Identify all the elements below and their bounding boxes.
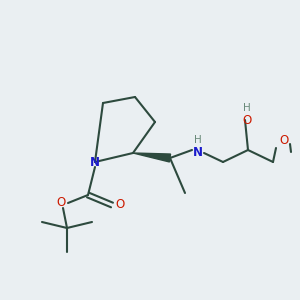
Text: O: O	[56, 196, 66, 209]
Text: H: H	[194, 135, 202, 145]
Text: N: N	[90, 155, 100, 169]
Text: O: O	[116, 199, 124, 212]
Text: O: O	[279, 134, 289, 148]
Text: N: N	[193, 146, 203, 158]
Text: H: H	[243, 103, 251, 113]
Polygon shape	[133, 153, 170, 162]
Text: O: O	[242, 115, 252, 128]
